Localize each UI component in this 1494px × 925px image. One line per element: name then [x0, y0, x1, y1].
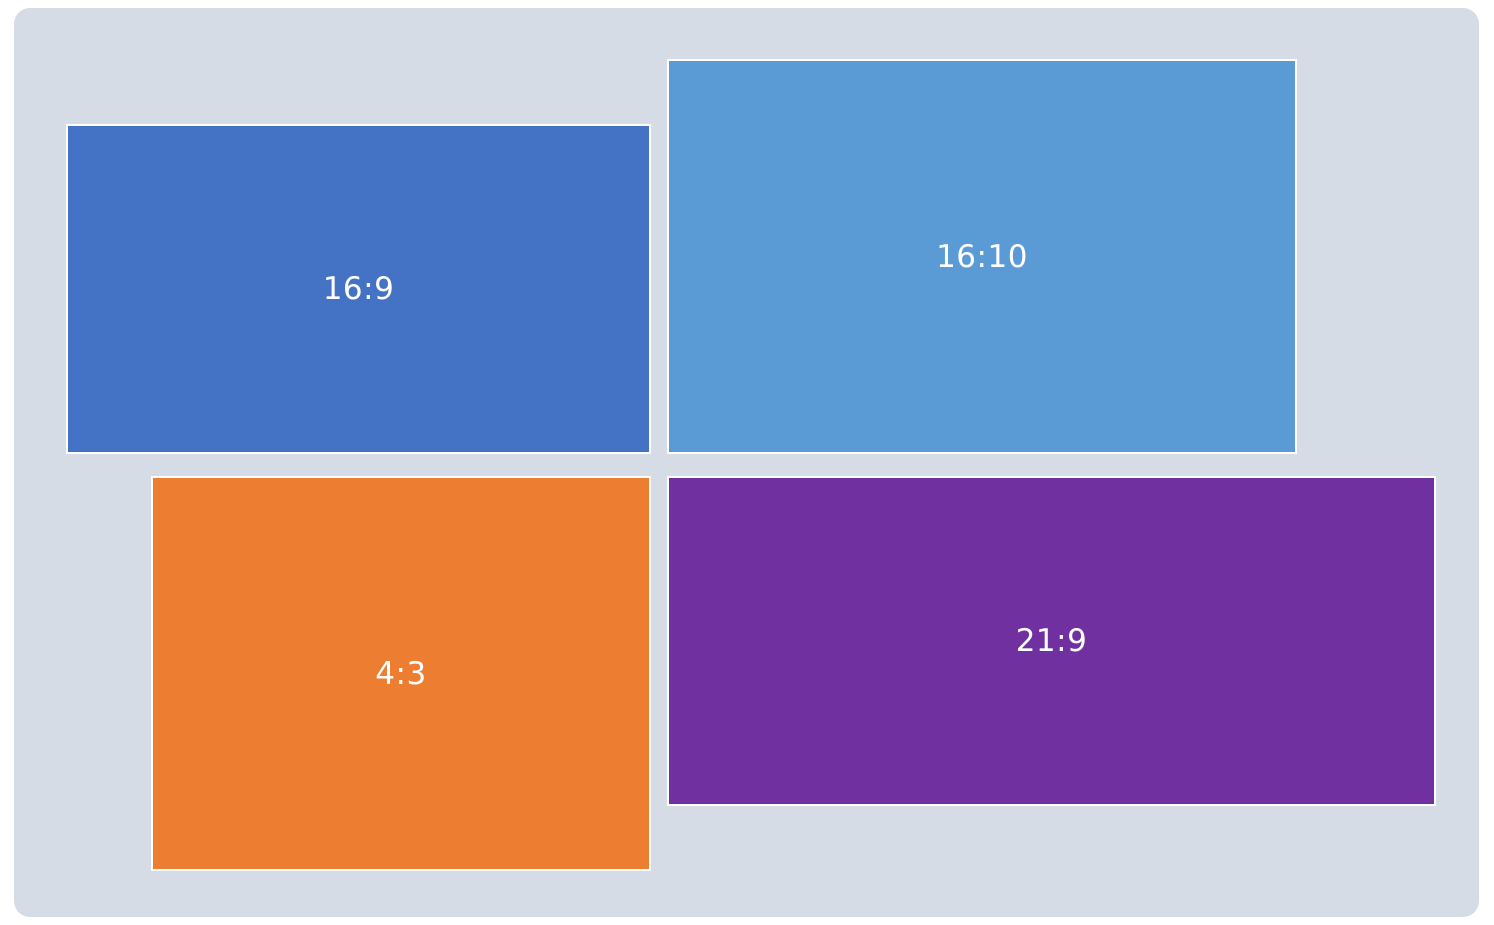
aspect-ratio-block-21-9: 21:9: [667, 476, 1436, 806]
aspect-ratio-label-4-3: 4:3: [375, 655, 427, 692]
aspect-ratio-block-16-9: 16:9: [66, 124, 651, 454]
aspect-ratio-block-4-3: 4:3: [151, 476, 651, 871]
aspect-ratio-label-16-10: 16:10: [936, 238, 1028, 275]
aspect-ratio-label-16-9: 16:9: [322, 271, 395, 307]
aspect-ratio-label-21-9: 21:9: [1015, 623, 1088, 659]
aspect-ratio-block-16-10: 16:10: [667, 59, 1297, 454]
